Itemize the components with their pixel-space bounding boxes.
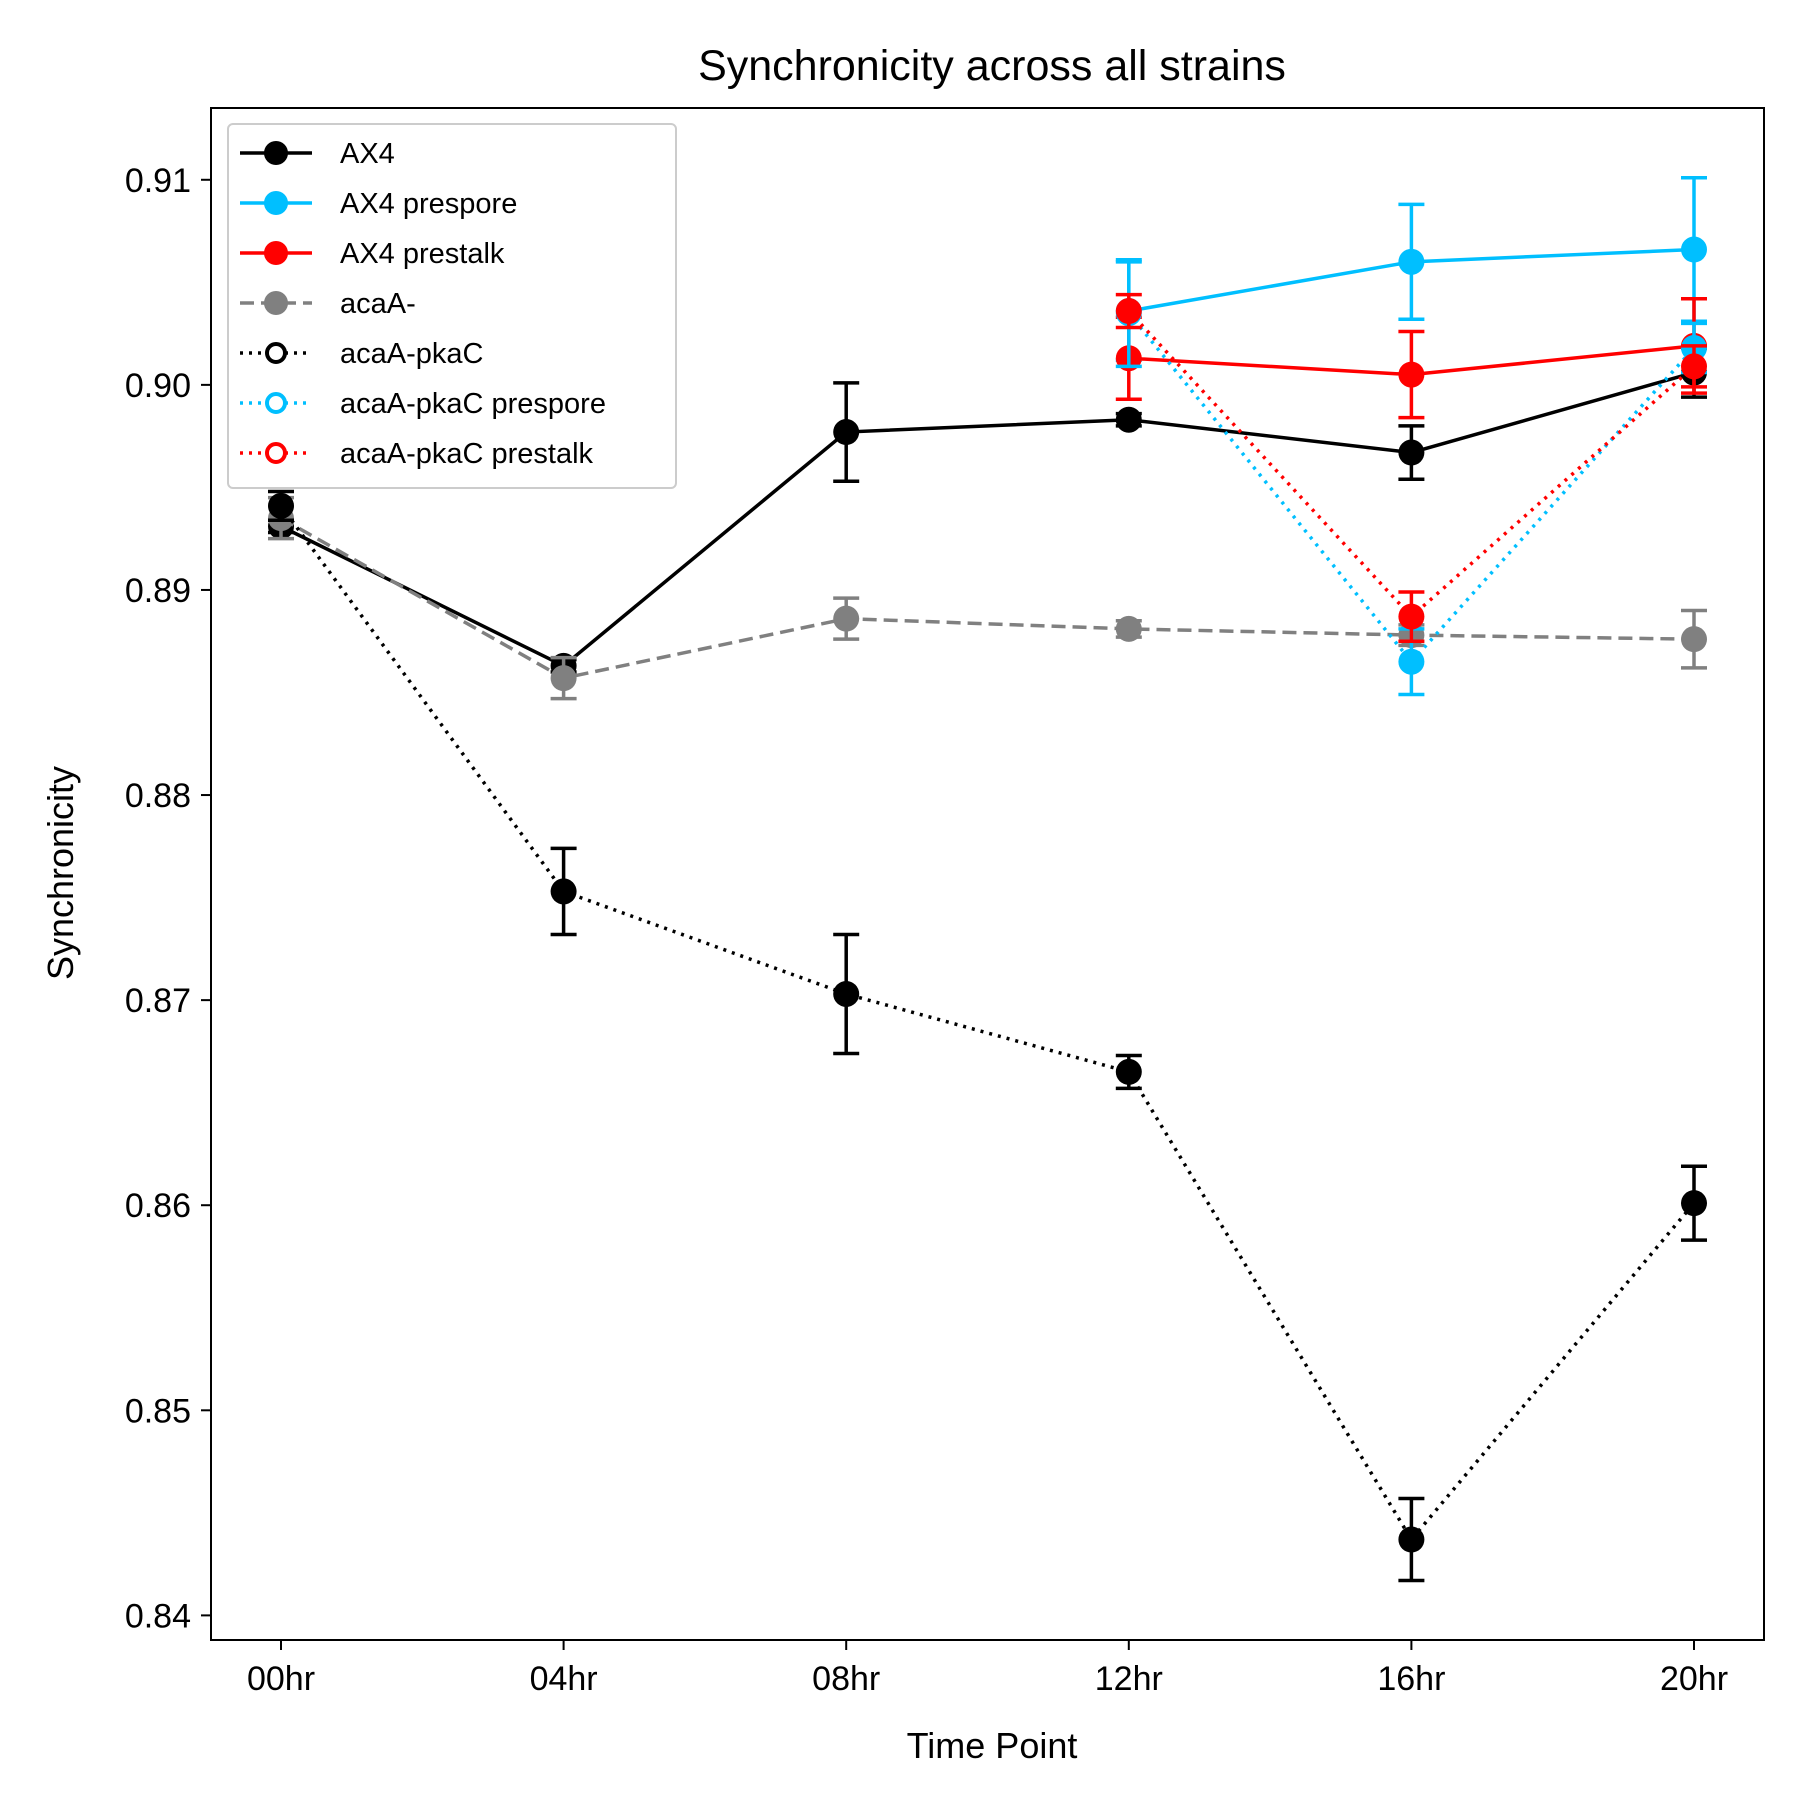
y-tick-label-0.91: 0.91 xyxy=(125,162,191,200)
plot-layer xyxy=(268,175,1707,1583)
y-tick-label-0.86: 0.86 xyxy=(125,1187,191,1225)
y-tick-label-0.87: 0.87 xyxy=(125,982,191,1020)
x-tick-label-08hr: 08hr xyxy=(812,1660,880,1698)
series-line-4 xyxy=(279,504,1696,1543)
plot-frame xyxy=(210,107,1765,1641)
data-point-4-5 xyxy=(1681,1190,1707,1217)
x-tick-label-12hr: 12hr xyxy=(1095,1660,1163,1698)
legend-marker-4 xyxy=(265,342,287,364)
legend: AX4 AX4 prespore AX4 prestalk acaA-acaA-pka… xyxy=(227,123,677,489)
y-tick-label-0.84: 0.84 xyxy=(125,1597,191,1635)
data-point-0-3 xyxy=(1115,406,1142,433)
series-line-0 xyxy=(280,370,1695,668)
data-point-1-5 xyxy=(1681,236,1707,263)
y-tick-label-0.85: 0.85 xyxy=(125,1392,191,1430)
series-line-3 xyxy=(280,516,1695,680)
data-point-4-4 xyxy=(1398,1526,1425,1553)
chart-title: Synchronicity across all strains xyxy=(698,42,1286,90)
legend-marker-2 xyxy=(264,241,288,265)
x-tick-label-00hr: 00hr xyxy=(247,1660,315,1698)
legend-marker-6 xyxy=(265,442,287,464)
data-point-3-1 xyxy=(550,665,577,692)
legend-frame xyxy=(227,123,677,489)
legend-label-0: AX4 xyxy=(340,138,395,170)
legend-label-5: acaA-pkaC prespore xyxy=(340,388,606,420)
legend-label-6: acaA-pkaC prestalk xyxy=(340,438,594,470)
data-point-2-4 xyxy=(1398,361,1425,388)
legend-marker-1 xyxy=(264,191,288,215)
x-tick-label-16hr: 16hr xyxy=(1377,1660,1445,1698)
series-4 xyxy=(268,489,1707,1583)
data-point-6-5 xyxy=(1681,353,1707,380)
data-point-4-0 xyxy=(268,492,294,519)
legend-label-3: acaA- xyxy=(340,288,416,320)
data-point-4-3 xyxy=(1115,1058,1142,1085)
y-tick-label-0.90: 0.90 xyxy=(125,367,191,405)
x-axis-label: Time Point xyxy=(907,1725,1078,1766)
data-point-0-2 xyxy=(833,419,860,446)
y-tick-label-0.88: 0.88 xyxy=(125,777,191,815)
data-point-3-3 xyxy=(1115,615,1142,642)
legend-label-2: AX4 prestalk xyxy=(340,238,505,270)
data-point-3-5 xyxy=(1681,626,1707,653)
legend-label-1: AX4 prespore xyxy=(340,188,517,220)
legend-label-4: acaA-pkaC xyxy=(340,338,483,370)
data-point-5-4 xyxy=(1398,648,1425,675)
y-axis-label: Synchronicity xyxy=(40,766,81,980)
legend-marker-5 xyxy=(265,392,287,414)
data-point-1-4 xyxy=(1398,248,1425,275)
data-point-6-3 xyxy=(1115,298,1142,325)
series-line-5 xyxy=(1127,311,1696,665)
data-point-0-4 xyxy=(1398,439,1425,466)
data-point-6-4 xyxy=(1398,603,1425,630)
legend-marker-3 xyxy=(264,291,288,315)
series-6 xyxy=(1115,292,1707,643)
x-tick-label-20hr: 20hr xyxy=(1660,1660,1728,1698)
data-point-4-2 xyxy=(833,980,860,1007)
ticks-layer: 00hr 04hr 08hr 12hr 16hr 20hr 0.84 0.85 0.86 0.87… xyxy=(125,162,1728,1698)
data-point-3-2 xyxy=(833,605,860,632)
legend-marker-0 xyxy=(264,141,288,165)
y-tick-label-0.89: 0.89 xyxy=(125,572,191,610)
data-point-4-1 xyxy=(550,878,577,905)
x-tick-label-04hr: 04hr xyxy=(530,1660,598,1698)
